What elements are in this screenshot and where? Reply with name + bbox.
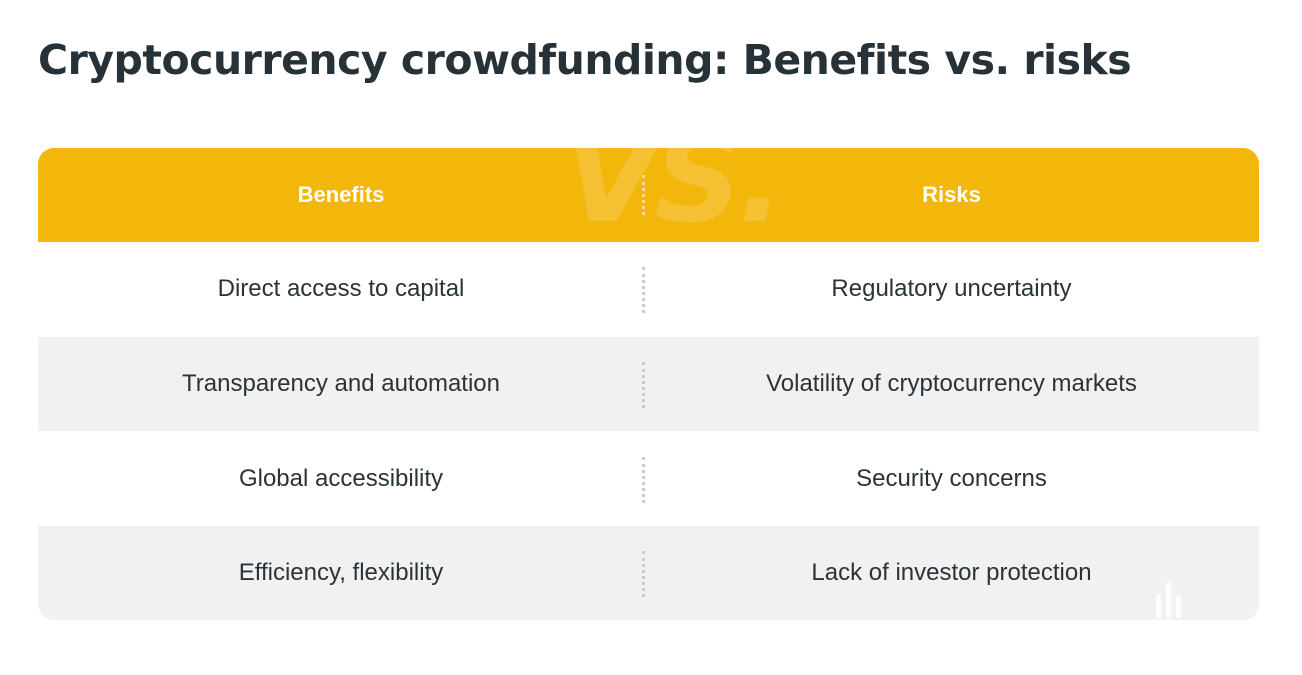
benefit-cell: Transparency and automation — [182, 370, 500, 397]
row-divider — [642, 267, 645, 313]
benefit-cell: Global accessibility — [238, 465, 444, 492]
table-row: Transparency and automation Volatility o… — [38, 337, 1259, 431]
risks-heading: Risks — [922, 182, 981, 207]
risk-cell: Lack of investor protection — [811, 559, 1092, 586]
table-row: Direct access to capital Regulatory unce… — [38, 242, 1259, 336]
benefits-heading: Benefits — [297, 182, 385, 207]
watermark-logo — [1152, 558, 1292, 618]
header-divider — [642, 175, 645, 215]
risk-cell: Security concerns — [856, 465, 1047, 492]
row-divider — [642, 457, 645, 503]
risk-cell: Volatility of cryptocurrency markets — [766, 370, 1137, 397]
table-row: Efficiency, flexibility Lack of investor… — [38, 526, 1259, 620]
benefit-cell: Efficiency, flexibility — [238, 559, 444, 586]
risk-cell: Regulatory uncertainty — [831, 275, 1072, 302]
row-divider — [642, 551, 645, 597]
page-title: Cryptocurrency crowdfunding: Benefits vs… — [38, 36, 1132, 84]
table-row: Global accessibility Security concerns — [38, 432, 1259, 526]
table-header: VS. Benefits Risks — [38, 148, 1259, 242]
benefit-cell: Direct access to capital — [217, 275, 465, 302]
comparison-table: VS. Benefits Risks Direct access to capi… — [38, 148, 1259, 620]
row-divider — [642, 362, 645, 408]
vs-watermark: VS. — [564, 148, 785, 242]
